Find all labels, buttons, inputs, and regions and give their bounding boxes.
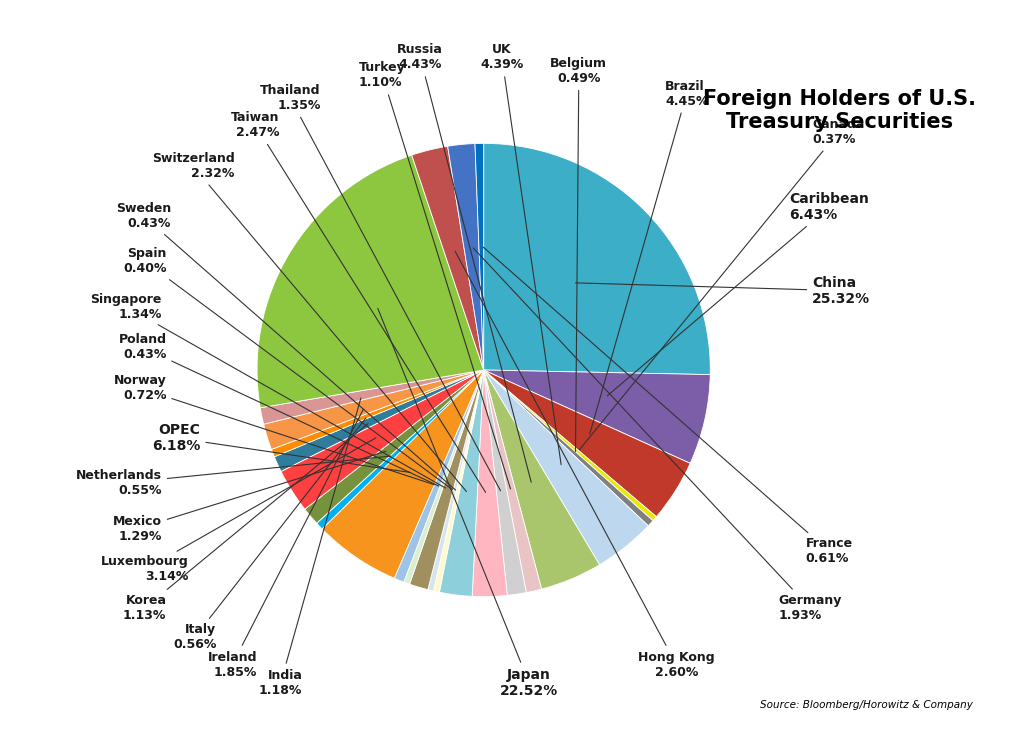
Wedge shape [483, 370, 711, 463]
Wedge shape [439, 370, 483, 596]
Wedge shape [410, 370, 483, 590]
Wedge shape [483, 370, 599, 589]
Wedge shape [274, 370, 483, 471]
Text: Mexico
1.29%: Mexico 1.29% [113, 451, 386, 542]
Wedge shape [263, 370, 483, 449]
Text: UK
4.39%: UK 4.39% [480, 43, 561, 465]
Text: Source: Bloomberg/Horowitz & Company: Source: Bloomberg/Horowitz & Company [760, 700, 973, 710]
Wedge shape [323, 370, 483, 578]
Wedge shape [271, 370, 483, 457]
Text: France
0.61%: France 0.61% [483, 247, 853, 565]
Text: Hong Kong
2.60%: Hong Kong 2.60% [456, 252, 715, 679]
Text: Russia
4.43%: Russia 4.43% [397, 43, 531, 482]
Text: Switzerland
2.32%: Switzerland 2.32% [152, 152, 467, 491]
Wedge shape [412, 147, 483, 370]
Wedge shape [433, 370, 483, 592]
Text: Spain
0.40%: Spain 0.40% [123, 247, 453, 490]
Text: Brazil
4.45%: Brazil 4.45% [590, 79, 709, 434]
Wedge shape [260, 370, 483, 424]
Text: Taiwan
2.47%: Taiwan 2.47% [231, 111, 485, 492]
Text: Ireland
1.85%: Ireland 1.85% [208, 409, 364, 679]
Text: Korea
1.13%: Korea 1.13% [123, 423, 369, 622]
Wedge shape [447, 144, 483, 370]
Wedge shape [483, 370, 656, 521]
Wedge shape [483, 370, 653, 526]
Text: India
1.18%: India 1.18% [259, 398, 360, 697]
Text: Italy
0.56%: Italy 0.56% [173, 418, 366, 651]
Text: Singapore
1.34%: Singapore 1.34% [90, 292, 445, 488]
Text: Caribbean
6.43%: Caribbean 6.43% [607, 192, 869, 396]
Wedge shape [428, 370, 483, 591]
Text: OPEC
6.18%: OPEC 6.18% [152, 423, 411, 473]
Wedge shape [281, 370, 483, 509]
Wedge shape [316, 370, 483, 529]
Text: Netherlands
0.55%: Netherlands 0.55% [76, 456, 390, 497]
Text: Poland
0.43%: Poland 0.43% [119, 333, 439, 486]
Text: Thailand
1.35%: Thailand 1.35% [260, 84, 501, 491]
Wedge shape [483, 370, 542, 593]
Wedge shape [305, 370, 483, 523]
Wedge shape [483, 370, 526, 596]
Wedge shape [475, 144, 483, 370]
Wedge shape [483, 370, 690, 517]
Wedge shape [403, 370, 483, 584]
Wedge shape [483, 370, 648, 565]
Wedge shape [394, 370, 483, 582]
Text: Foreign Holders of U.S.
Treasury Securities: Foreign Holders of U.S. Treasury Securit… [703, 89, 976, 132]
Text: Luxembourg
3.14%: Luxembourg 3.14% [101, 438, 376, 583]
Text: Germany
1.93%: Germany 1.93% [473, 248, 842, 622]
Text: Canada
0.37%: Canada 0.37% [580, 118, 864, 450]
Text: Sweden
0.43%: Sweden 0.43% [116, 202, 456, 490]
Text: Norway
0.72%: Norway 0.72% [114, 374, 434, 485]
Text: Belgium
0.49%: Belgium 0.49% [550, 57, 607, 451]
Text: China
25.32%: China 25.32% [575, 275, 870, 306]
Wedge shape [257, 155, 483, 408]
Text: Turkey
1.10%: Turkey 1.10% [359, 61, 511, 489]
Wedge shape [472, 370, 507, 596]
Text: Japan
22.52%: Japan 22.52% [378, 309, 558, 698]
Wedge shape [483, 144, 711, 374]
